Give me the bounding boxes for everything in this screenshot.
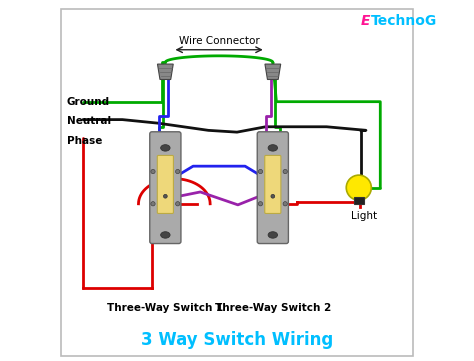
FancyBboxPatch shape [265,156,281,213]
Text: 3 Way Switch Wiring: 3 Way Switch Wiring [141,331,333,349]
FancyBboxPatch shape [150,132,181,244]
Ellipse shape [268,145,277,151]
Circle shape [271,194,275,198]
Ellipse shape [161,145,170,151]
Circle shape [258,202,263,206]
Circle shape [164,194,167,198]
Text: Light: Light [351,211,377,221]
Circle shape [151,169,155,174]
Circle shape [283,169,287,174]
FancyBboxPatch shape [354,197,364,204]
Circle shape [151,202,155,206]
Text: Three-Way Switch 1: Three-Way Switch 1 [107,303,223,313]
Text: Phase: Phase [67,136,102,146]
Circle shape [175,169,180,174]
Text: Wire Connector: Wire Connector [179,36,259,46]
FancyBboxPatch shape [157,156,173,213]
Circle shape [258,169,263,174]
Text: Ground: Ground [67,97,110,107]
FancyBboxPatch shape [257,132,288,244]
Circle shape [175,202,180,206]
FancyBboxPatch shape [62,9,412,356]
Polygon shape [265,64,281,79]
Text: Neutral: Neutral [67,116,111,126]
Text: TechnoG: TechnoG [371,14,438,28]
Circle shape [346,175,371,200]
Ellipse shape [268,232,277,238]
Ellipse shape [161,232,170,238]
Text: E: E [361,14,370,28]
Text: Three-Way Switch 2: Three-Way Switch 2 [215,303,331,313]
Circle shape [283,202,287,206]
Polygon shape [157,64,173,79]
